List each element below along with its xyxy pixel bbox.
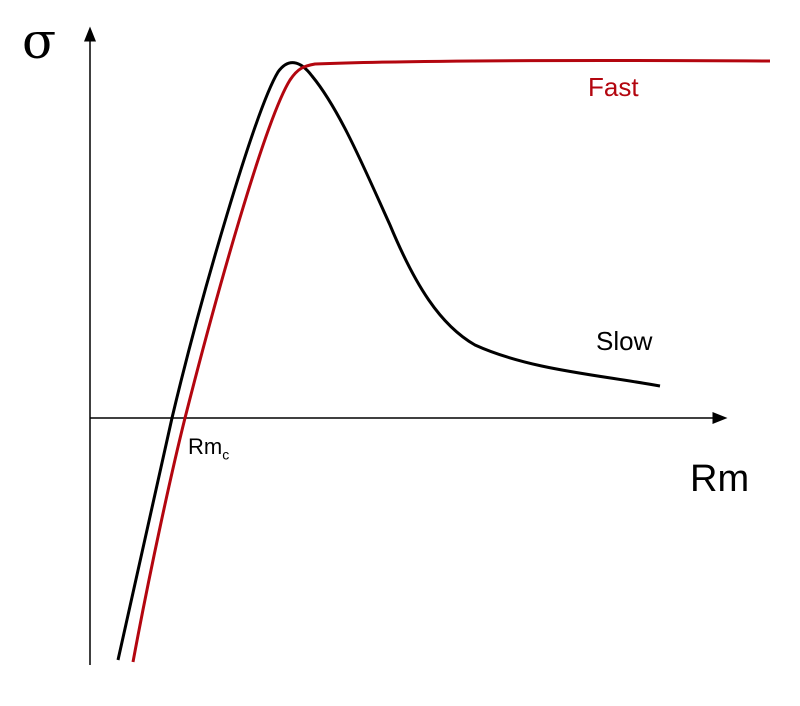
y-axis-label: σ (22, 12, 57, 70)
fast-curve (131, 58, 771, 663)
x-axis-label: Rm (690, 458, 750, 500)
critical-rm-subscript: c (222, 446, 230, 463)
slow-curve (116, 61, 661, 661)
critical-rm-label: Rmc (188, 434, 229, 462)
fast-curve-label: Fast (588, 72, 639, 102)
critical-rm-text: Rm (188, 434, 223, 459)
slow-curve-label: Slow (596, 326, 653, 356)
